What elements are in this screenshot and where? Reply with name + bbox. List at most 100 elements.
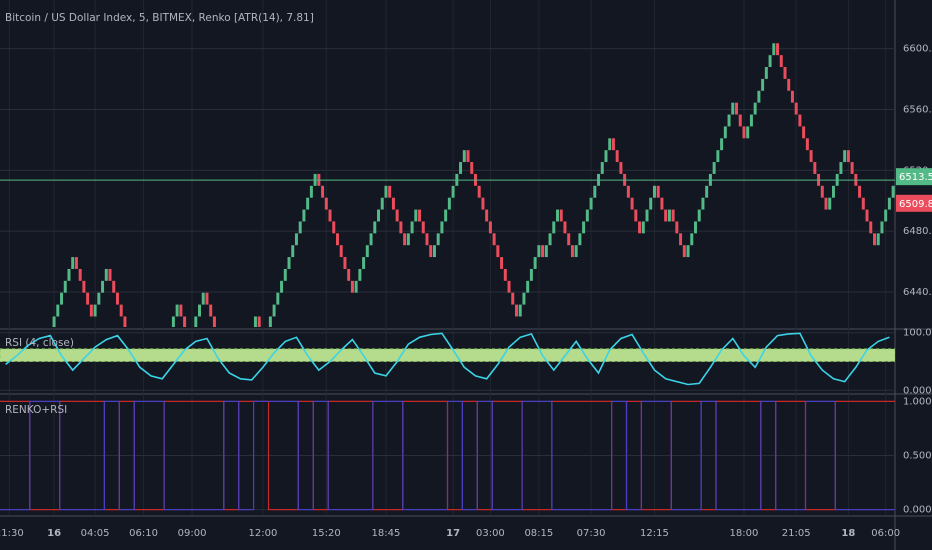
renko-brick [828, 197, 832, 210]
renko-brick [209, 304, 213, 317]
renko-brick [641, 221, 645, 234]
renko-brick [619, 162, 623, 174]
renko-brick [705, 185, 709, 198]
renko-brick [772, 43, 776, 56]
renko-brick [556, 209, 560, 222]
renko-brick [876, 233, 880, 246]
renko-brick [608, 138, 612, 151]
renko-brick [537, 245, 541, 258]
price-label: 6509.83 [899, 199, 932, 210]
price-label: 6513.54 [899, 172, 932, 183]
renko-brick [280, 280, 284, 293]
renko-brick [302, 209, 306, 222]
x-tick-label: 21:30 [0, 528, 24, 539]
renko-brick [514, 304, 518, 317]
renko-brick [533, 257, 537, 269]
renko-brick [887, 197, 891, 210]
renko-brick [380, 197, 384, 210]
renko-brick [123, 316, 127, 327]
marks [0, 43, 895, 511]
x-tick-label: 12:15 [640, 528, 669, 539]
renko-brick [738, 114, 742, 127]
renko-brick [503, 268, 507, 281]
renko-brick [362, 257, 366, 269]
renko-brick [60, 292, 64, 305]
renko-brick [664, 209, 668, 222]
panel-0 [0, 43, 895, 327]
renko-brick [212, 316, 216, 327]
renko-brick [541, 245, 545, 258]
renko-brick [850, 162, 854, 174]
renko-brick [444, 209, 448, 222]
renko-brick [108, 268, 112, 281]
renko-brick [406, 233, 410, 246]
chart-title: Bitcoin / US Dollar Index, 5, BITMEX, Re… [5, 12, 314, 24]
renko-brick [690, 233, 694, 246]
y-tick-label: 6440.00 [903, 287, 932, 298]
x-tick-label: 04:05 [81, 528, 110, 539]
renko-brick [712, 162, 716, 174]
indicator-title: RENKO+RSI [5, 404, 67, 416]
renko-brick [500, 257, 504, 269]
renko-brick [205, 292, 209, 305]
renko-brick [544, 245, 548, 258]
renko-brick [179, 304, 183, 317]
renko-brick [335, 233, 339, 246]
renko-brick [731, 102, 735, 115]
renko-brick [82, 280, 86, 293]
renko-brick [742, 126, 746, 139]
renko-brick [563, 221, 567, 234]
renko-brick [682, 245, 686, 258]
renko-brick [201, 292, 205, 305]
renko-brick [638, 221, 642, 234]
renko-brick [660, 197, 664, 210]
renko-brick [373, 221, 377, 234]
renko-brick [675, 221, 679, 234]
renko-brick [611, 138, 615, 151]
x-tick-label: 18:45 [372, 528, 401, 539]
renko-brick [339, 245, 343, 258]
renko-brick [861, 197, 865, 210]
renko-brick [735, 102, 739, 115]
renko-brick [764, 67, 768, 79]
renko-brick [570, 245, 574, 258]
renko-brick [768, 55, 772, 68]
renko-brick [552, 221, 556, 234]
renko-brick [466, 150, 470, 163]
renko-brick [481, 197, 485, 210]
x-tick-label: 17 [446, 528, 460, 539]
renko-brick [723, 126, 727, 139]
x-tick-label: 07:30 [577, 528, 606, 539]
renko-brick [171, 316, 175, 327]
renko-brick [630, 197, 634, 210]
renko-brick [287, 257, 291, 269]
renko-brick [843, 150, 847, 163]
renko-brick [425, 233, 429, 246]
renko-brick [89, 304, 93, 317]
renko-brick [410, 221, 414, 234]
renko-brick [798, 114, 802, 127]
renko-brick [727, 114, 731, 127]
rsi-title: RSI (4, close) [5, 337, 74, 349]
renko-brick [421, 221, 425, 234]
renko-brick [403, 233, 407, 246]
renko-brick [365, 245, 369, 258]
x-tick-label: 12:00 [248, 528, 277, 539]
renko-brick [813, 162, 817, 174]
renko-brick [809, 150, 813, 163]
renko-brick [783, 67, 787, 79]
x-tick-label: 15:20 [312, 528, 341, 539]
renko-brick [880, 221, 884, 234]
renko-brick [600, 162, 604, 174]
renko-brick [671, 209, 675, 222]
renko-brick [418, 209, 422, 222]
renko-brick [321, 185, 325, 198]
renko-brick [276, 292, 280, 305]
renko-brick [802, 126, 806, 139]
renko-brick [485, 209, 489, 222]
renko-brick [328, 209, 332, 222]
renko-brick [198, 304, 202, 317]
renko-brick [526, 280, 530, 293]
